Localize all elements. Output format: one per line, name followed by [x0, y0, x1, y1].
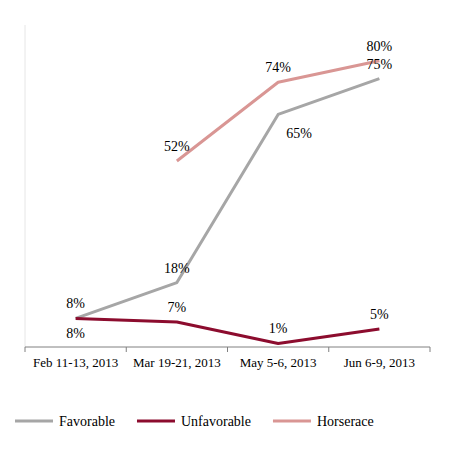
series-lines: [76, 61, 380, 344]
data-label: 8%: [66, 296, 85, 311]
series-line: [76, 318, 380, 343]
legend-swatch: [273, 420, 311, 423]
x-tick-boundary: [430, 347, 431, 352]
series-line: [177, 61, 380, 161]
x-tick-label: May 5-6, 2013: [240, 355, 317, 370]
legend-label: Favorable: [59, 414, 115, 429]
data-label: 75%: [367, 57, 393, 72]
data-label: 5%: [370, 307, 389, 322]
series-line: [76, 79, 380, 319]
x-tick-label: Feb 11-13, 2013: [33, 355, 118, 370]
data-label: 74%: [265, 60, 291, 75]
data-label: 7%: [168, 300, 187, 315]
data-label: 65%: [286, 126, 312, 141]
x-tick-boundary: [328, 347, 329, 352]
y-axis-line: [25, 25, 26, 347]
legend-swatch: [15, 420, 53, 423]
x-tick-boundary: [126, 347, 127, 352]
legend-swatch: [137, 420, 175, 423]
x-tick-label: Mar 19-21, 2013: [133, 355, 221, 370]
data-label: 18%: [164, 261, 190, 276]
x-tick-boundary: [25, 347, 26, 352]
legend-label: Unfavorable: [181, 414, 251, 429]
data-label: 1%: [269, 321, 288, 336]
legend: Favorable Unfavorable Horserace: [15, 414, 374, 429]
chart: Feb 11-13, 2013 Mar 19-21, 2013 May 5-6, 2…: [0, 0, 455, 450]
data-label: 8%: [66, 326, 85, 341]
data-label: 52%: [164, 139, 190, 154]
chart-container: Feb 11-13, 2013 Mar 19-21, 2013 May 5-6, 2…: [0, 0, 455, 450]
x-tick-boundary: [227, 347, 228, 352]
data-label: 80%: [367, 39, 393, 54]
x-tick-label: Jun 6-9, 2013: [344, 355, 415, 370]
legend-label: Horserace: [317, 414, 374, 429]
